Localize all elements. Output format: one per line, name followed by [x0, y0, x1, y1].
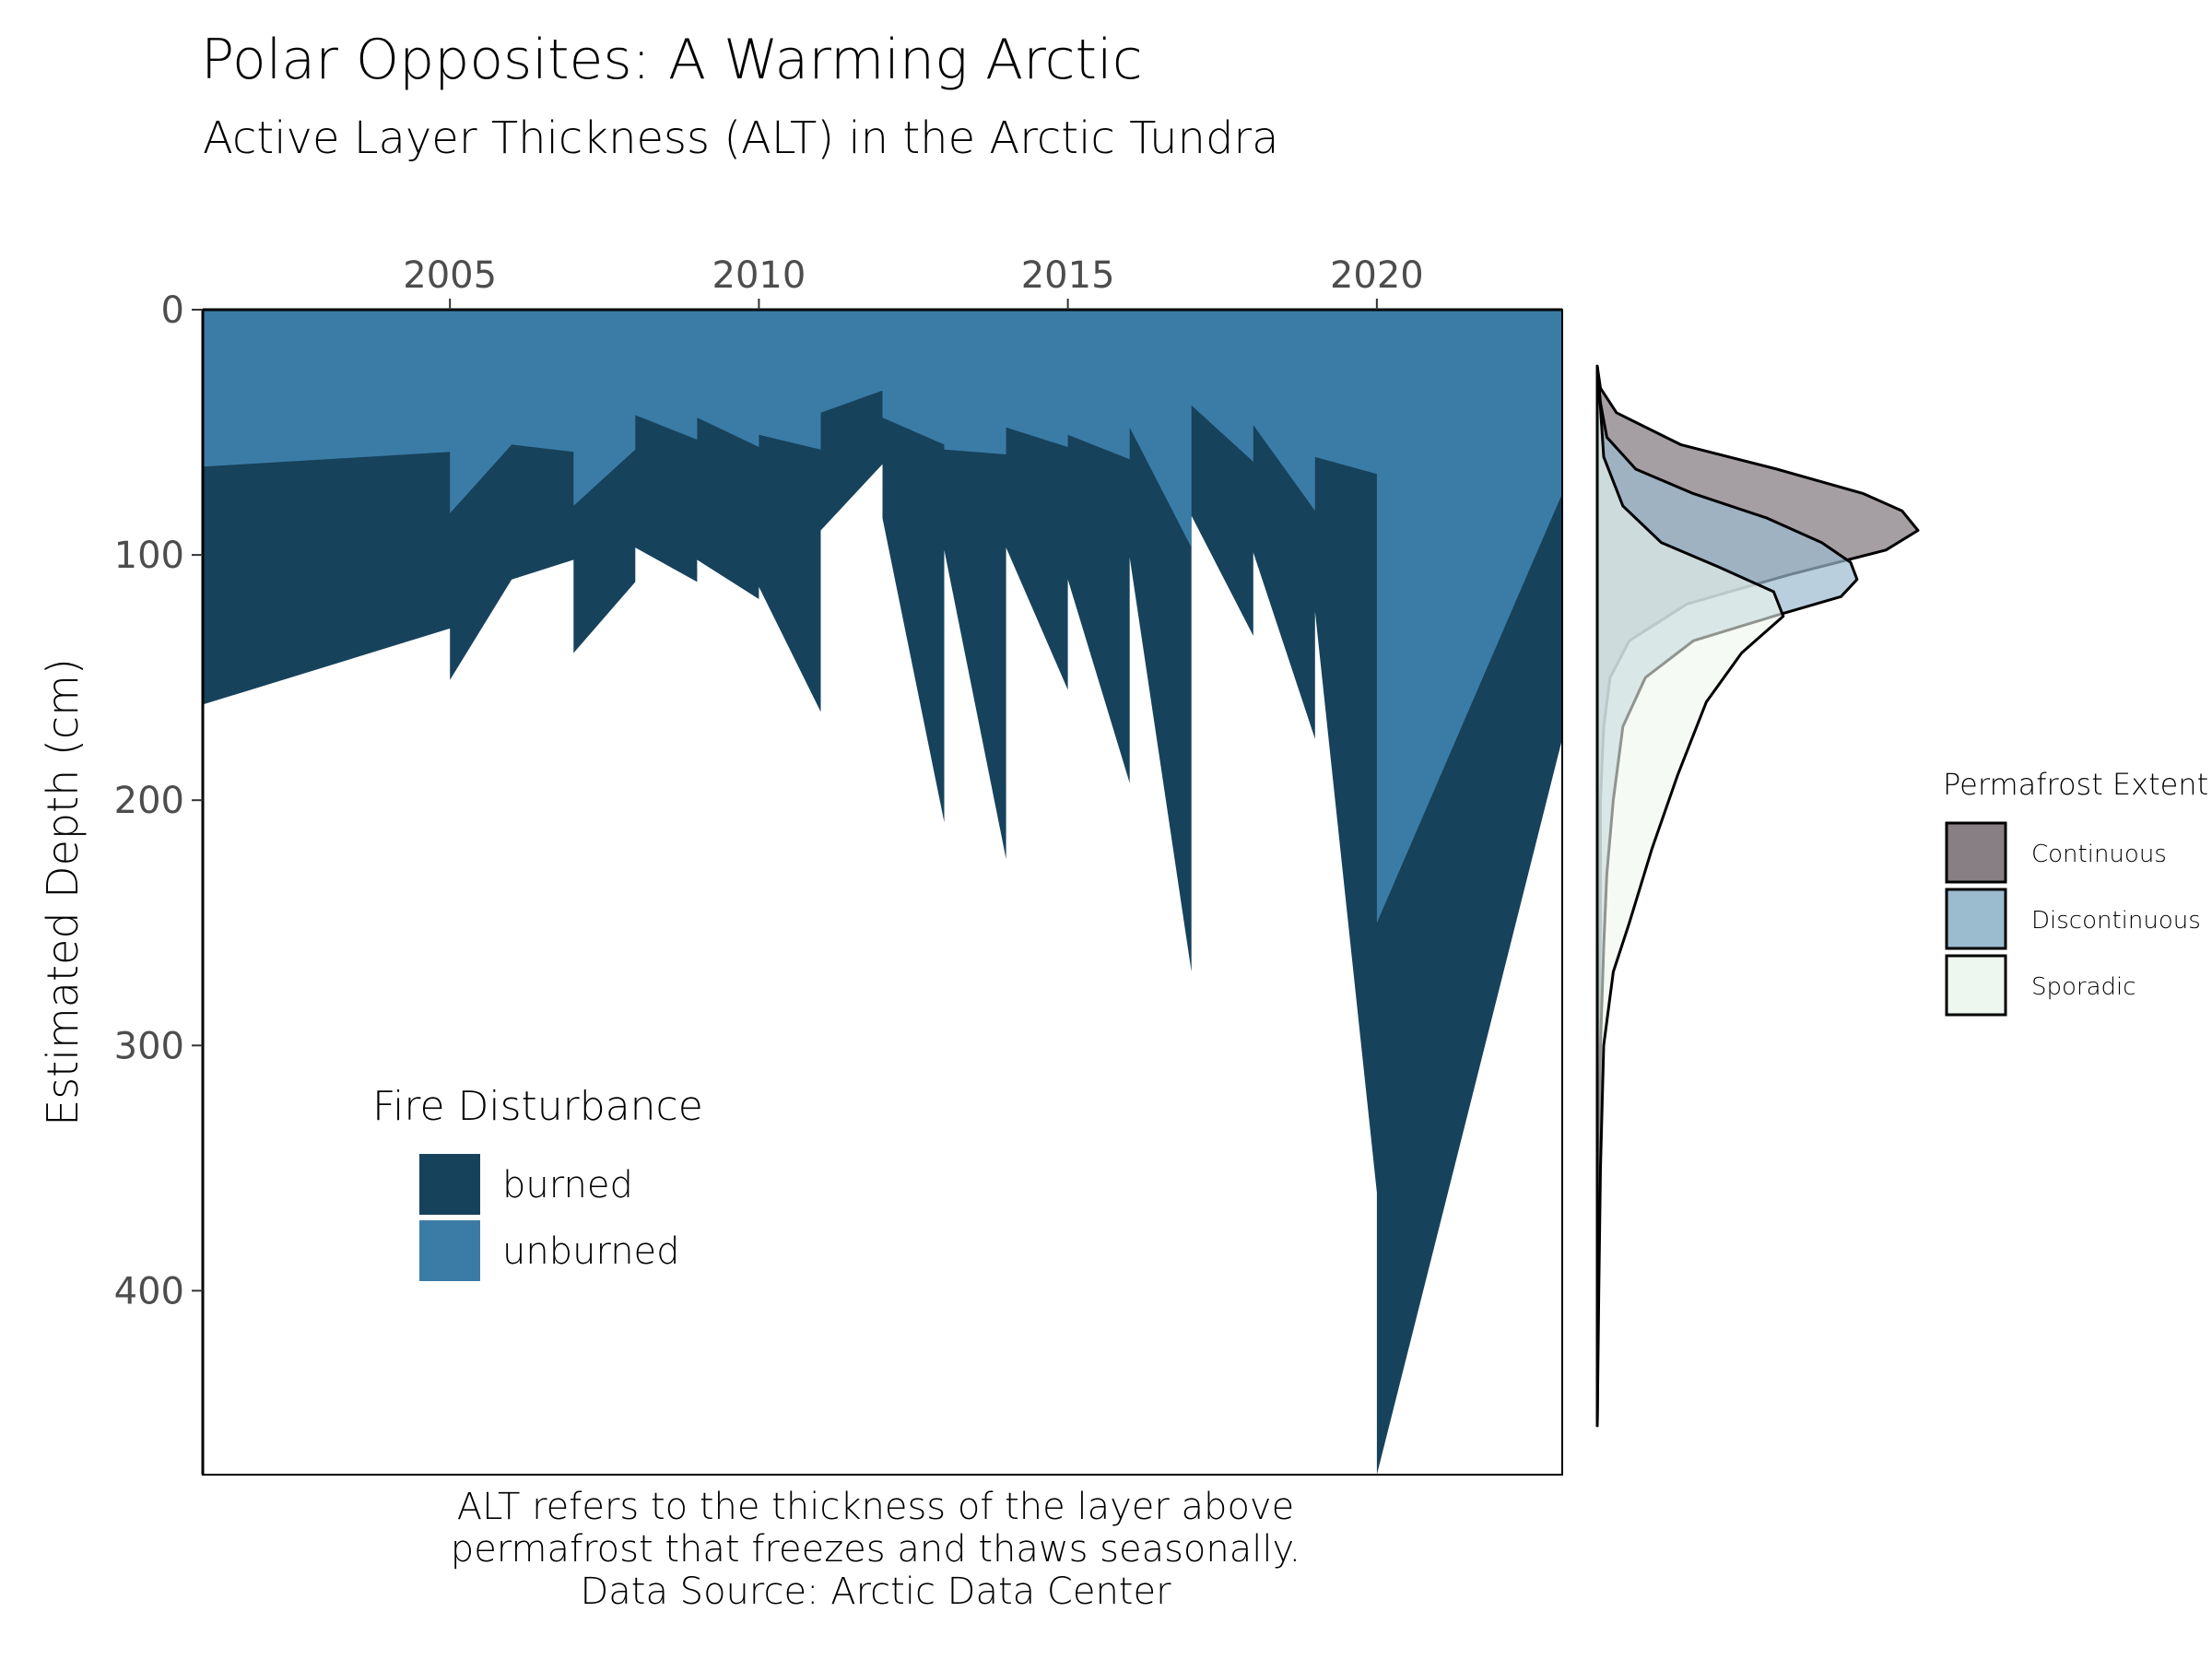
- y-tick-label: 0: [161, 289, 184, 332]
- y-axis-title: Estimated Depth (cm): [38, 658, 88, 1126]
- area-unburned: [203, 310, 1562, 924]
- y-tick-label: 400: [114, 1270, 184, 1312]
- legend-key-sporadic: [1945, 954, 2007, 1017]
- legend-label-discontinuous: Discontinuous: [2031, 907, 2201, 935]
- y-tick-label: 300: [114, 1025, 184, 1067]
- caption-line-3: Data Source: Arctic Data Center: [580, 1571, 1171, 1613]
- chart-subtitle: Active Layer Thickness (ALT) in the Arct…: [203, 112, 1279, 164]
- x-tick-label: 2015: [1021, 254, 1115, 297]
- caption-line-2: permafrost that freezes and thaws season…: [450, 1528, 1301, 1571]
- legend-key-unburned: [419, 1220, 480, 1281]
- legend-label-burned: burned: [502, 1164, 633, 1206]
- legend-key-continuous: [1945, 821, 2007, 884]
- chart-caption: ALT refers to the thickness of the layer…: [230, 1486, 1521, 1613]
- x-tick-label: 2010: [712, 254, 806, 297]
- legend-title-fire: Fire Disturbance: [372, 1083, 703, 1130]
- x-tick-label: 2020: [1330, 254, 1424, 297]
- y-tick-label: 100: [114, 535, 184, 577]
- legend-label-unburned: unburned: [502, 1230, 680, 1273]
- legend-title-permafrost: Permafrost Extent: [1943, 767, 2208, 802]
- legend-label-sporadic: Sporadic: [2031, 973, 2136, 1001]
- legend-key-discontinuous: [1945, 888, 2007, 950]
- chart-title: Polar Opposites: A Warming Arctic: [201, 28, 1143, 92]
- density-sporadic: [1595, 364, 1785, 1428]
- area-burned: [203, 310, 1562, 1475]
- legend-label-continuous: Continuous: [2031, 841, 2167, 868]
- y-tick-label: 200: [114, 780, 184, 822]
- caption-line-1: ALT refers to the thickness of the layer…: [456, 1486, 1295, 1528]
- legend-key-burned: [419, 1154, 480, 1215]
- x-tick-label: 2005: [403, 254, 497, 297]
